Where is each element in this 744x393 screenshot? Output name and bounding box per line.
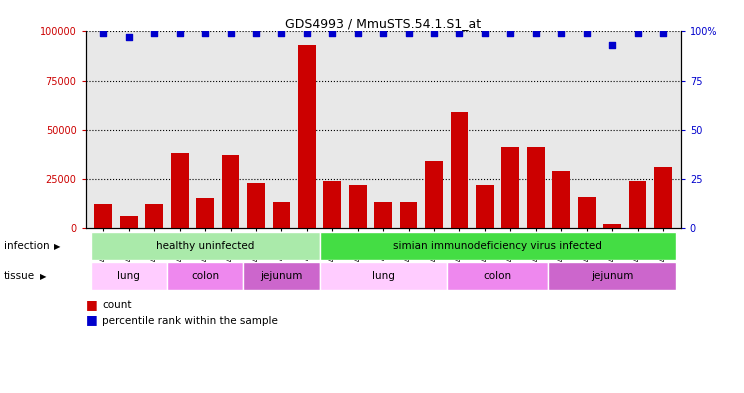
Bar — [167, 262, 243, 290]
Text: lung: lung — [372, 271, 394, 281]
Bar — [501, 147, 519, 228]
Text: infection: infection — [4, 241, 49, 251]
Bar — [145, 204, 163, 228]
Point — [173, 30, 185, 37]
Point — [327, 30, 339, 37]
Point — [148, 30, 160, 37]
Bar — [247, 183, 265, 228]
Bar — [400, 202, 417, 228]
Text: colon: colon — [484, 271, 512, 281]
Text: percentile rank within the sample: percentile rank within the sample — [102, 316, 278, 326]
Point — [275, 30, 287, 37]
Bar — [91, 262, 167, 290]
Point — [250, 30, 262, 37]
Bar — [527, 147, 545, 228]
Text: ■: ■ — [86, 313, 97, 327]
Bar — [349, 185, 367, 228]
Bar — [120, 216, 138, 228]
Point — [581, 30, 593, 37]
Bar — [451, 112, 469, 228]
Point — [225, 30, 237, 37]
Bar — [171, 153, 188, 228]
Point — [377, 30, 389, 37]
Bar — [222, 155, 240, 228]
Bar — [476, 185, 494, 228]
Point — [352, 30, 364, 37]
Text: colon: colon — [191, 271, 219, 281]
Bar — [196, 198, 214, 228]
Bar — [320, 262, 446, 290]
Text: simian immunodeficiency virus infected: simian immunodeficiency virus infected — [393, 241, 602, 251]
Point — [403, 30, 414, 37]
Point — [555, 30, 567, 37]
Bar — [654, 167, 672, 228]
Point — [301, 30, 312, 37]
Point — [606, 42, 618, 48]
Bar — [91, 232, 320, 260]
Text: lung: lung — [118, 271, 140, 281]
Bar — [446, 262, 548, 290]
Text: tissue: tissue — [4, 271, 35, 281]
Bar — [324, 181, 341, 228]
Text: jejunum: jejunum — [260, 271, 303, 281]
Bar — [425, 161, 443, 228]
Bar — [374, 202, 392, 228]
Point — [530, 30, 542, 37]
Bar — [552, 171, 570, 228]
Bar — [243, 262, 320, 290]
Bar — [94, 204, 112, 228]
Text: ■: ■ — [86, 298, 97, 311]
Text: jejunum: jejunum — [591, 271, 633, 281]
Text: count: count — [102, 300, 132, 310]
Bar — [272, 202, 290, 228]
Point — [504, 30, 516, 37]
Point — [97, 30, 109, 37]
Point — [428, 30, 440, 37]
Text: ▶: ▶ — [40, 272, 47, 281]
Point — [632, 30, 644, 37]
Point — [199, 30, 211, 37]
Bar — [548, 262, 676, 290]
Point — [657, 30, 669, 37]
Bar — [298, 45, 315, 228]
Bar — [578, 196, 595, 228]
Bar — [629, 181, 647, 228]
Title: GDS4993 / MmuSTS.54.1.S1_at: GDS4993 / MmuSTS.54.1.S1_at — [285, 17, 481, 30]
Point — [454, 30, 466, 37]
Bar — [320, 232, 676, 260]
Point — [479, 30, 491, 37]
Point — [123, 34, 135, 40]
Text: healthy uninfected: healthy uninfected — [156, 241, 254, 251]
Bar — [603, 224, 621, 228]
Text: ▶: ▶ — [54, 242, 60, 250]
